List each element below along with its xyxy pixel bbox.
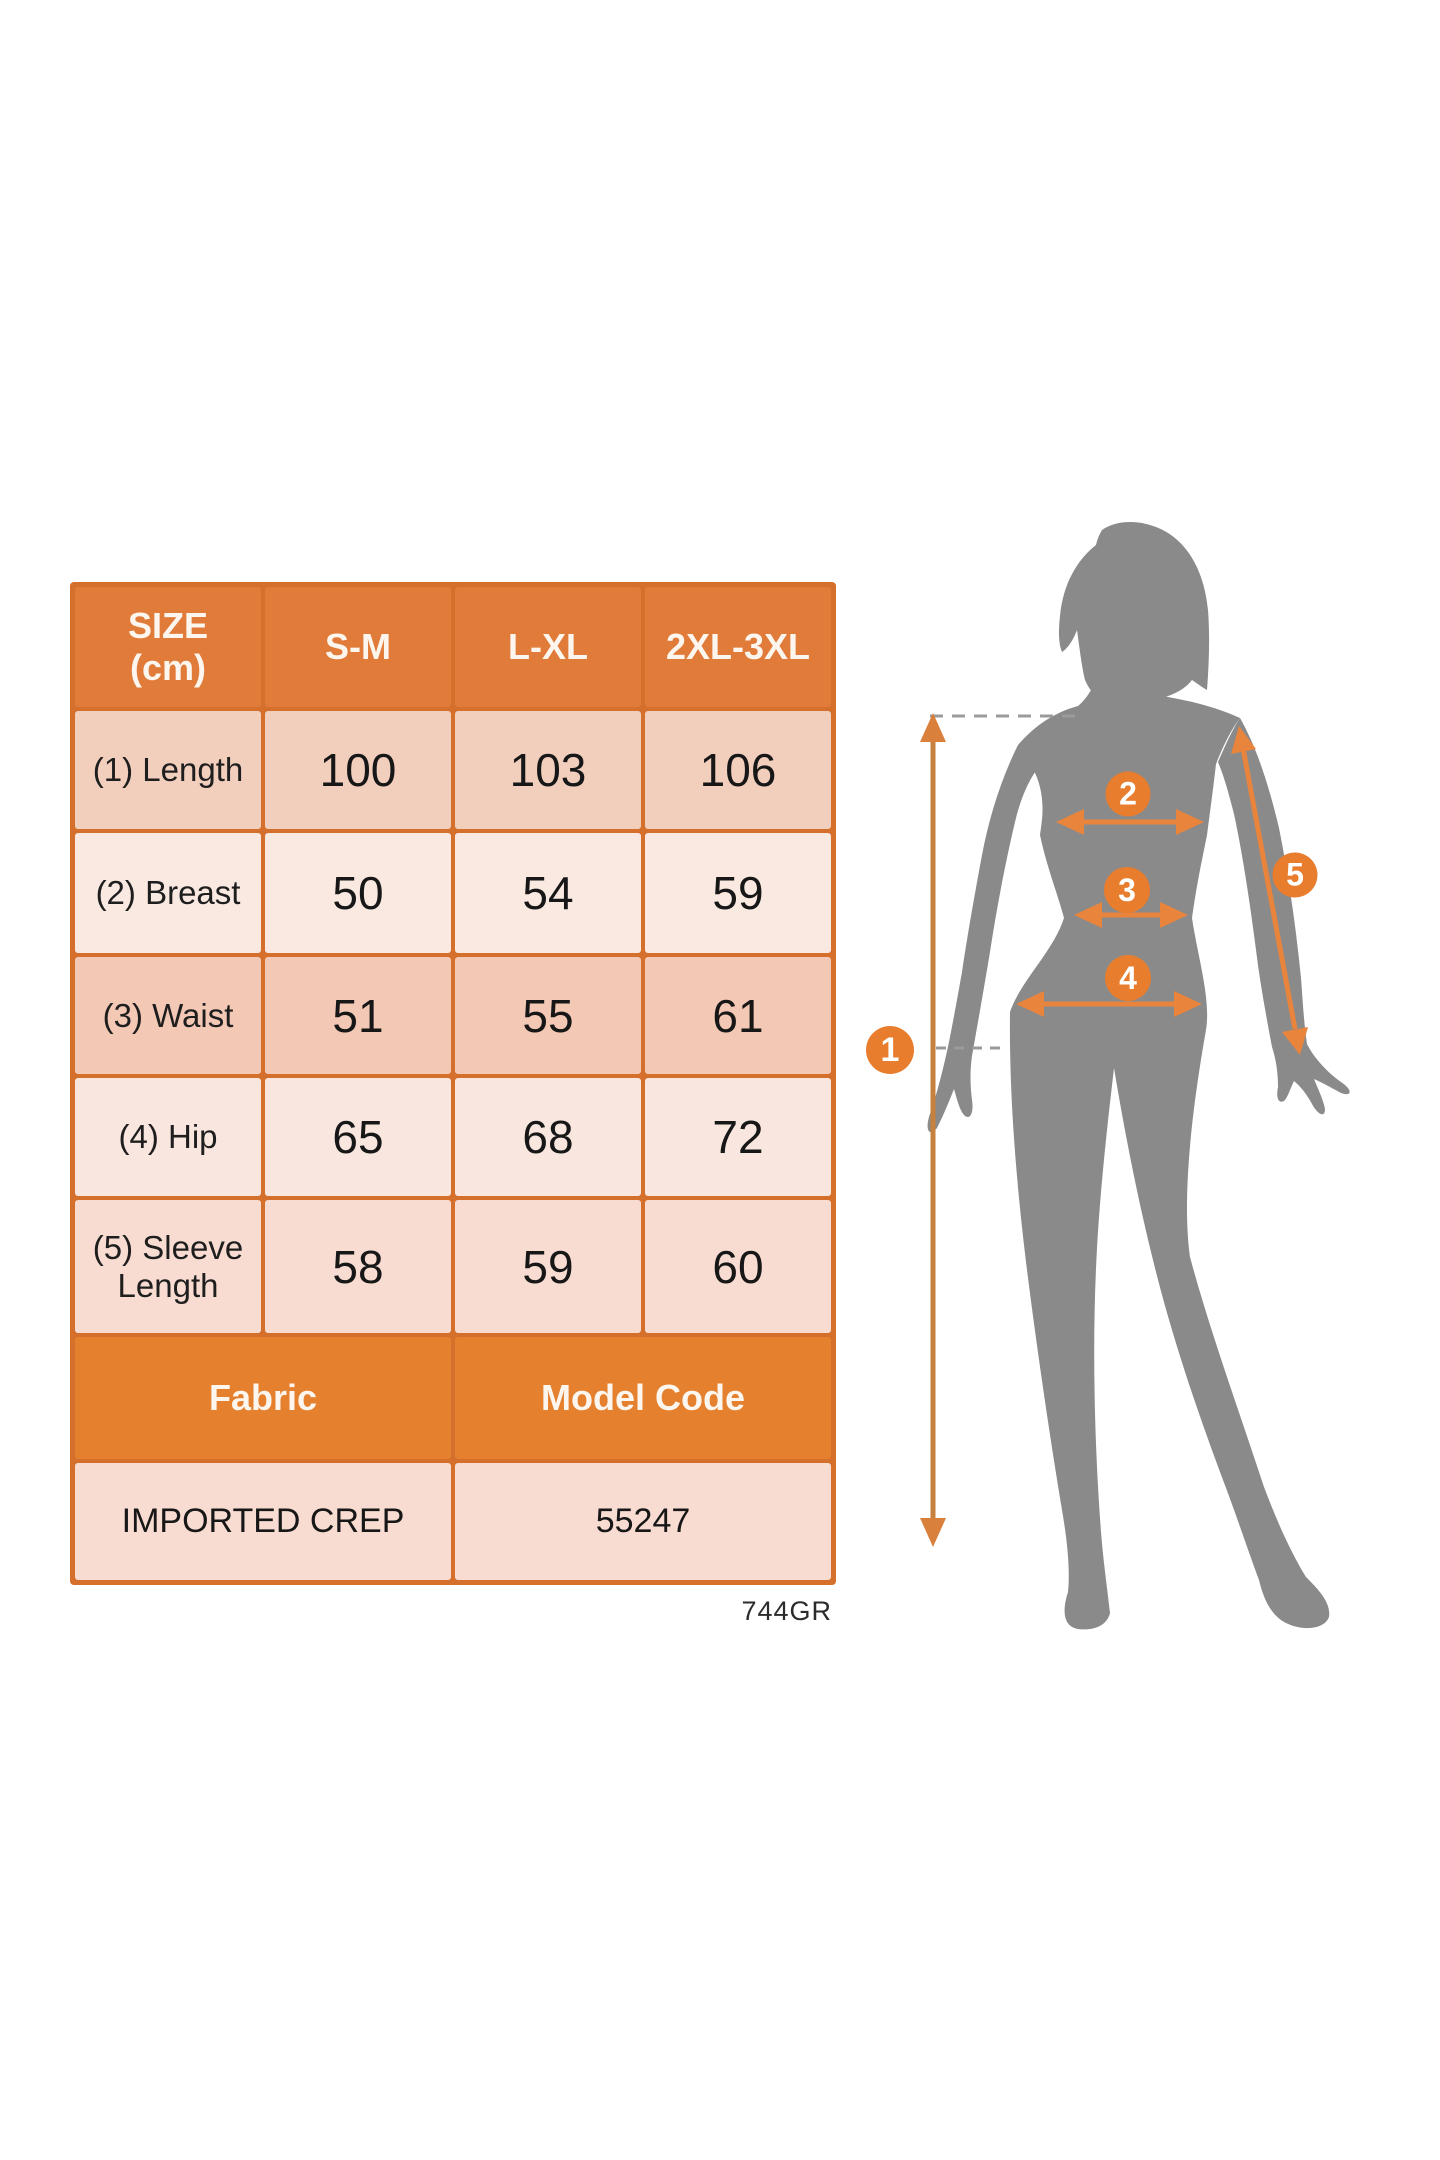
row-label-waist: (3) Waist xyxy=(75,957,261,1074)
row-label-sleeve-length: (5) Sleeve Length xyxy=(75,1200,261,1333)
sleeve-value-2xl-3xl: 60 xyxy=(645,1200,831,1333)
row-label-hip: (4) Hip xyxy=(75,1078,261,1196)
fabric-value: IMPORTED CREP xyxy=(75,1463,451,1580)
sleeve-value-s-m: 58 xyxy=(265,1200,451,1333)
hip-arrow-icon xyxy=(1016,991,1202,1017)
waist-value-s-m: 51 xyxy=(265,957,451,1074)
product-code-text: 744GR xyxy=(741,1596,832,1626)
size-chart-table: SIZE (cm) S-M L-XL 2XL-3XL (1) Length 10… xyxy=(70,582,836,1585)
model-code-value: 55247 xyxy=(455,1463,831,1580)
length-arrow-icon xyxy=(920,713,946,1547)
column-header-s-m: S-M xyxy=(265,587,451,707)
measure-badge-1: 1 xyxy=(866,1026,914,1074)
waist-value-2xl-3xl: 61 xyxy=(645,957,831,1074)
length-value-s-m: 100 xyxy=(265,711,451,829)
waist-arrow-icon xyxy=(1074,902,1188,928)
corner-header-cell: SIZE (cm) xyxy=(75,587,261,707)
corner-header-label: SIZE (cm) xyxy=(127,604,208,688)
measure-badge-5: 5 xyxy=(1272,852,1318,898)
sleeve-arrow-icon xyxy=(1231,726,1308,1055)
fabric-header: Fabric xyxy=(75,1337,451,1459)
hip-value-s-m: 65 xyxy=(265,1078,451,1196)
column-header-l-xl: L-XL xyxy=(455,587,641,707)
length-value-2xl-3xl: 106 xyxy=(645,711,831,829)
waist-value-l-xl: 55 xyxy=(455,957,641,1074)
hip-value-l-xl: 68 xyxy=(455,1078,641,1196)
female-silhouette-icon xyxy=(927,521,1350,1630)
dashed-guide-lines xyxy=(930,714,1078,1050)
measure-badge-4: 4 xyxy=(1105,955,1151,1001)
hip-value-2xl-3xl: 72 xyxy=(645,1078,831,1196)
column-header-2xl-3xl: 2XL-3XL xyxy=(645,587,831,707)
sleeve-value-l-xl: 59 xyxy=(455,1200,641,1333)
measure-badge-3: 3 xyxy=(1104,867,1150,913)
breast-value-2xl-3xl: 59 xyxy=(645,833,831,953)
row-label-breast: (2) Breast xyxy=(75,833,261,953)
row-label-length: (1) Length xyxy=(75,711,261,829)
breast-value-l-xl: 54 xyxy=(455,833,641,953)
breast-value-s-m: 50 xyxy=(265,833,451,953)
breast-arrow-icon xyxy=(1056,809,1204,835)
measure-badge-2: 2 xyxy=(1105,771,1151,817)
length-value-l-xl: 103 xyxy=(455,711,641,829)
model-code-header: Model Code xyxy=(455,1337,831,1459)
